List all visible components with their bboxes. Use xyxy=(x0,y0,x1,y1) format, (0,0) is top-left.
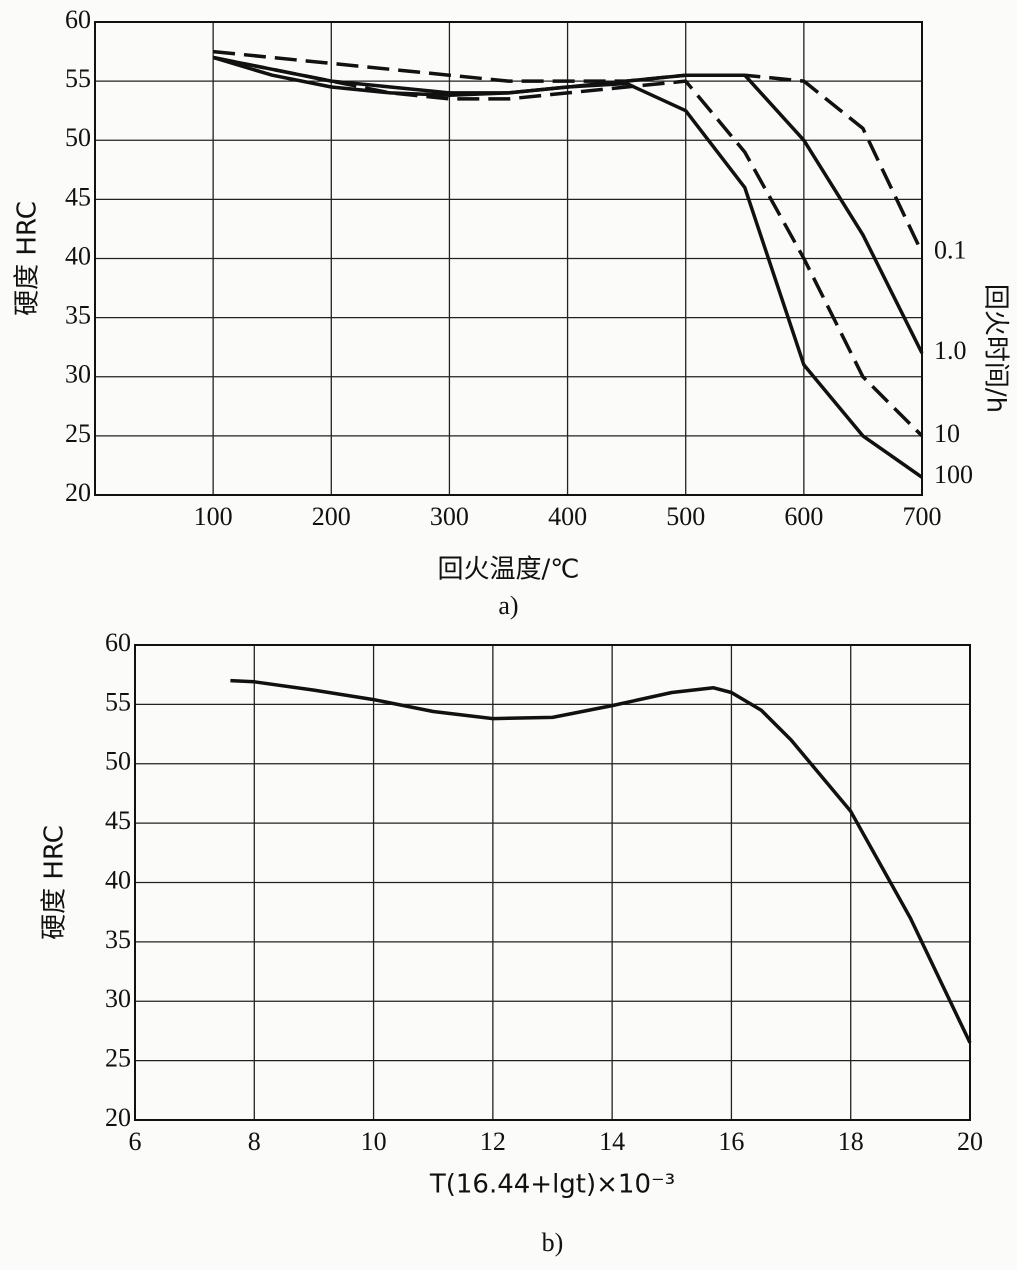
x-tick-label: 6 xyxy=(129,1127,142,1156)
series-line xyxy=(212,55,924,438)
y-tick-label: 45 xyxy=(65,182,91,211)
x-tick-label: 8 xyxy=(248,1127,261,1156)
plot-frame xyxy=(94,21,923,496)
y-tick-label: 20 xyxy=(105,1103,131,1132)
y-tick-label: 55 xyxy=(65,64,91,93)
x-tick-label: 10 xyxy=(361,1127,387,1156)
y-tick-label: 40 xyxy=(65,241,91,270)
x-axis-label: T(16.44+lgt)×10⁻³ xyxy=(429,1170,675,1200)
series-line xyxy=(212,55,924,479)
series-label: 10 xyxy=(934,419,960,448)
x-tick-label: 400 xyxy=(548,502,587,531)
plot-frame xyxy=(134,644,971,1121)
y-tick-label: 50 xyxy=(105,747,131,776)
y-tick-label: 60 xyxy=(105,628,131,657)
x-tick-label: 500 xyxy=(666,502,705,531)
x-tick-label: 600 xyxy=(784,502,823,531)
y-tick-label: 30 xyxy=(105,984,131,1013)
series-line xyxy=(212,49,924,254)
y-tick-label: 25 xyxy=(65,419,91,448)
x-tick-label: 18 xyxy=(838,1127,864,1156)
y-axis-label: 硬度 HRC xyxy=(40,825,70,940)
x-tick-label: 700 xyxy=(903,502,942,531)
x-tick-label: 300 xyxy=(430,502,469,531)
x-tick-label: 100 xyxy=(194,502,233,531)
y-tick-label: 55 xyxy=(105,687,131,716)
caption: b) xyxy=(542,1228,564,1257)
caption: a) xyxy=(498,591,518,620)
y-tick-label: 40 xyxy=(105,865,131,894)
series-line xyxy=(230,678,972,1044)
y-tick-label: 30 xyxy=(65,360,91,389)
x-tick-label: 12 xyxy=(480,1127,506,1156)
series-label: 1.0 xyxy=(934,336,967,365)
x-tick-label: 200 xyxy=(312,502,351,531)
series-label: 0.1 xyxy=(934,236,967,265)
y-tick-label: 35 xyxy=(65,301,91,330)
y-tick-label: 35 xyxy=(105,925,131,954)
legend-title: 回火时间/h xyxy=(981,284,1011,413)
y-tick-label: 25 xyxy=(105,1044,131,1073)
y-axis-label: 硬度 HRC xyxy=(13,201,43,316)
series-label: 100 xyxy=(934,460,973,489)
x-tick-label: 14 xyxy=(599,1127,625,1156)
x-axis-label: 回火温度/℃ xyxy=(438,555,580,585)
x-tick-label: 20 xyxy=(957,1127,983,1156)
y-tick-label: 45 xyxy=(105,806,131,835)
y-tick-label: 60 xyxy=(65,5,91,34)
y-tick-label: 20 xyxy=(65,478,91,507)
x-tick-label: 16 xyxy=(718,1127,744,1156)
y-tick-label: 50 xyxy=(65,123,91,152)
